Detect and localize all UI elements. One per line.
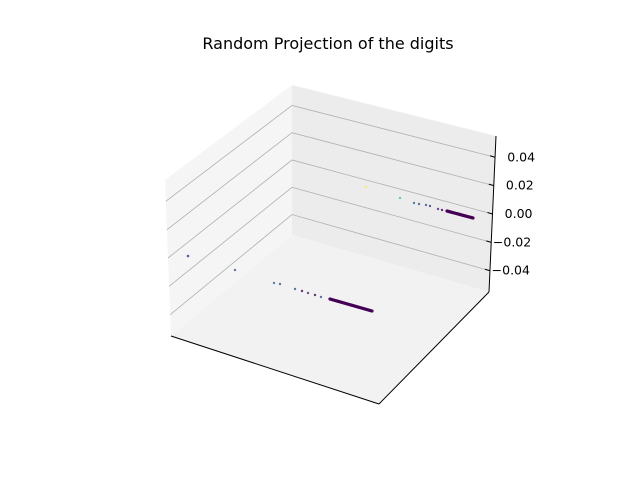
- scatter-point: [306, 291, 310, 295]
- scatter-point: [272, 281, 276, 285]
- scatter-point: [293, 287, 297, 291]
- z-tick-mark: [488, 183, 494, 187]
- z-tick-mark: [486, 240, 492, 243]
- scatter-point: [436, 207, 440, 211]
- back-pane: [292, 85, 496, 292]
- y-axis-line: [378, 291, 490, 405]
- z-gridline: [165, 105, 496, 202]
- z-axis-ticks: 0.04 0.02 0.00 −0.02 −0.04: [484, 149, 535, 278]
- scatter-point: [313, 293, 317, 297]
- z-tick-mark: [487, 212, 493, 215]
- chart-title: Random Projection of the digits: [202, 34, 453, 53]
- z-tick-mark: [489, 155, 496, 158]
- scatter-point: [300, 289, 304, 293]
- z-gridline: [168, 186, 492, 287]
- z-gridline: [166, 132, 494, 230]
- scatter-point: [364, 185, 368, 189]
- x-axis-line: [170, 335, 380, 405]
- z-tick-label: −0.02: [493, 234, 531, 249]
- z-gridline: [167, 159, 493, 259]
- scatter-point: [440, 208, 444, 212]
- z-tick-label: 0.02: [506, 178, 534, 193]
- axes-3d: 0.04 0.02 0.00 −0.02 −0.04: [165, 85, 535, 405]
- scatter-point: [412, 201, 416, 205]
- z-tick-mark: [484, 268, 491, 272]
- scatter-point: [370, 309, 374, 313]
- scatter-point: [278, 282, 282, 286]
- scatter-point: [398, 196, 402, 200]
- z-tick-label: 0.04: [507, 149, 535, 164]
- scatter-point: [428, 204, 432, 208]
- scatter-point: [424, 203, 428, 207]
- scatter-point: [471, 216, 475, 220]
- z-tick-label: 0.00: [505, 206, 533, 221]
- z-gridlines: [165, 105, 496, 316]
- z-gridline: [169, 214, 491, 316]
- scatter-points: [186, 185, 475, 313]
- z-tick-label: −0.04: [492, 263, 530, 278]
- scatter-point: [417, 202, 421, 206]
- scatter-point: [186, 254, 190, 258]
- scatter-point: [233, 268, 237, 272]
- scatter-point: [319, 295, 323, 299]
